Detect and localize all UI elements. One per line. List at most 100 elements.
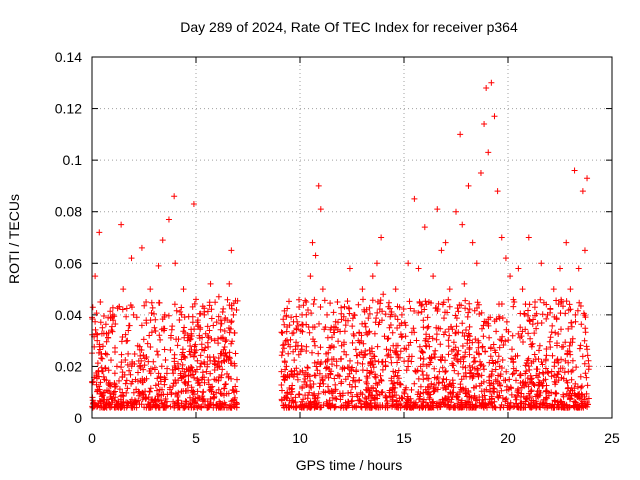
y-tick-label: 0.02: [55, 358, 82, 374]
data-point: [211, 337, 218, 344]
data-point: [581, 247, 588, 254]
data-point: [579, 188, 586, 195]
data-point: [532, 298, 539, 305]
axis-ticks: [91, 56, 613, 419]
data-point: [455, 358, 462, 365]
y-tick-label: 0.12: [55, 101, 82, 117]
data-point: [457, 131, 464, 138]
data-point: [317, 206, 324, 213]
data-point: [159, 237, 166, 244]
data-point: [515, 265, 522, 272]
data-point: [565, 368, 572, 375]
data-point: [190, 200, 197, 207]
data-point: [430, 273, 437, 280]
data-point: [176, 317, 183, 324]
x-tick-label: 15: [396, 430, 412, 446]
data-point: [207, 280, 214, 287]
data-point: [230, 311, 237, 318]
data-point: [193, 296, 199, 303]
data-point: [180, 286, 187, 293]
data-point: [496, 363, 503, 370]
data-point: [184, 337, 191, 344]
data-point: [557, 265, 563, 272]
data-point: [301, 378, 308, 385]
data-point: [386, 324, 393, 331]
data-point: [465, 182, 472, 189]
data-point: [95, 368, 102, 375]
data-point: [411, 195, 418, 202]
data-point: [334, 298, 341, 305]
data-point: [453, 208, 459, 215]
data-point: [351, 311, 358, 318]
data-point: [485, 149, 492, 156]
data-point: [342, 322, 349, 329]
data-point: [571, 167, 578, 174]
data-point: [483, 84, 490, 91]
data-point: [222, 381, 229, 388]
data-point: [363, 306, 370, 313]
data-point: [147, 286, 154, 293]
data-point: [102, 350, 109, 357]
data-point: [469, 239, 476, 246]
data-point: [398, 311, 405, 318]
data-point: [299, 311, 306, 318]
data-point: [491, 113, 498, 120]
data-point: [134, 342, 141, 349]
data-point: [475, 350, 482, 357]
data-point: [201, 311, 208, 318]
data-point: [172, 260, 179, 267]
data-point: [517, 371, 524, 378]
y-tick-label: 0.1: [63, 152, 83, 168]
data-point: [525, 234, 532, 241]
data-point: [473, 260, 480, 267]
y-tick-label: 0.04: [55, 307, 82, 323]
data-point: [538, 260, 545, 267]
data-point: [136, 363, 143, 370]
data-point: [577, 373, 584, 380]
data-point: [488, 79, 495, 86]
x-tick-label: 20: [500, 430, 516, 446]
data-point: [288, 371, 295, 378]
data-point: [138, 244, 145, 251]
data-point: [550, 286, 557, 293]
data-point: [507, 273, 514, 280]
data-point: [286, 322, 293, 329]
data-point: [355, 337, 362, 344]
data-point: [477, 170, 484, 177]
y-tick-label: 0: [74, 410, 82, 426]
x-tick-label: 0: [88, 430, 96, 446]
data-point: [502, 255, 509, 262]
data-point: [220, 350, 227, 357]
data-point: [96, 229, 103, 236]
data-point: [519, 286, 526, 293]
data-point: [94, 337, 101, 344]
chart-title: Day 289 of 2024, Rate Of TEC Index for r…: [180, 19, 518, 35]
data-point: [128, 255, 135, 262]
data-point: [232, 350, 239, 357]
data-point: [378, 234, 385, 241]
data-point: [294, 342, 301, 349]
data-point: [461, 280, 468, 287]
data-point: [405, 260, 412, 267]
data-point: [280, 373, 287, 380]
y-tick-label: 0.14: [55, 49, 82, 65]
data-point: [171, 193, 178, 200]
data-point: [567, 286, 574, 293]
data-point: [120, 286, 127, 293]
data-point: [161, 311, 168, 318]
data-point: [396, 381, 403, 388]
data-point: [481, 121, 488, 128]
data-point: [328, 324, 335, 331]
data-point: [415, 265, 422, 272]
y-axis-title: ROTI / TECUs: [6, 194, 22, 284]
data-point: [494, 188, 501, 195]
data-point: [130, 311, 137, 318]
data-point: [203, 368, 210, 375]
data-point: [326, 366, 333, 373]
data-points: [90, 79, 591, 391]
data-point: [113, 363, 120, 370]
data-point: [309, 239, 316, 246]
data-point: [92, 273, 99, 280]
x-axis-title: GPS time / hours: [296, 457, 403, 473]
